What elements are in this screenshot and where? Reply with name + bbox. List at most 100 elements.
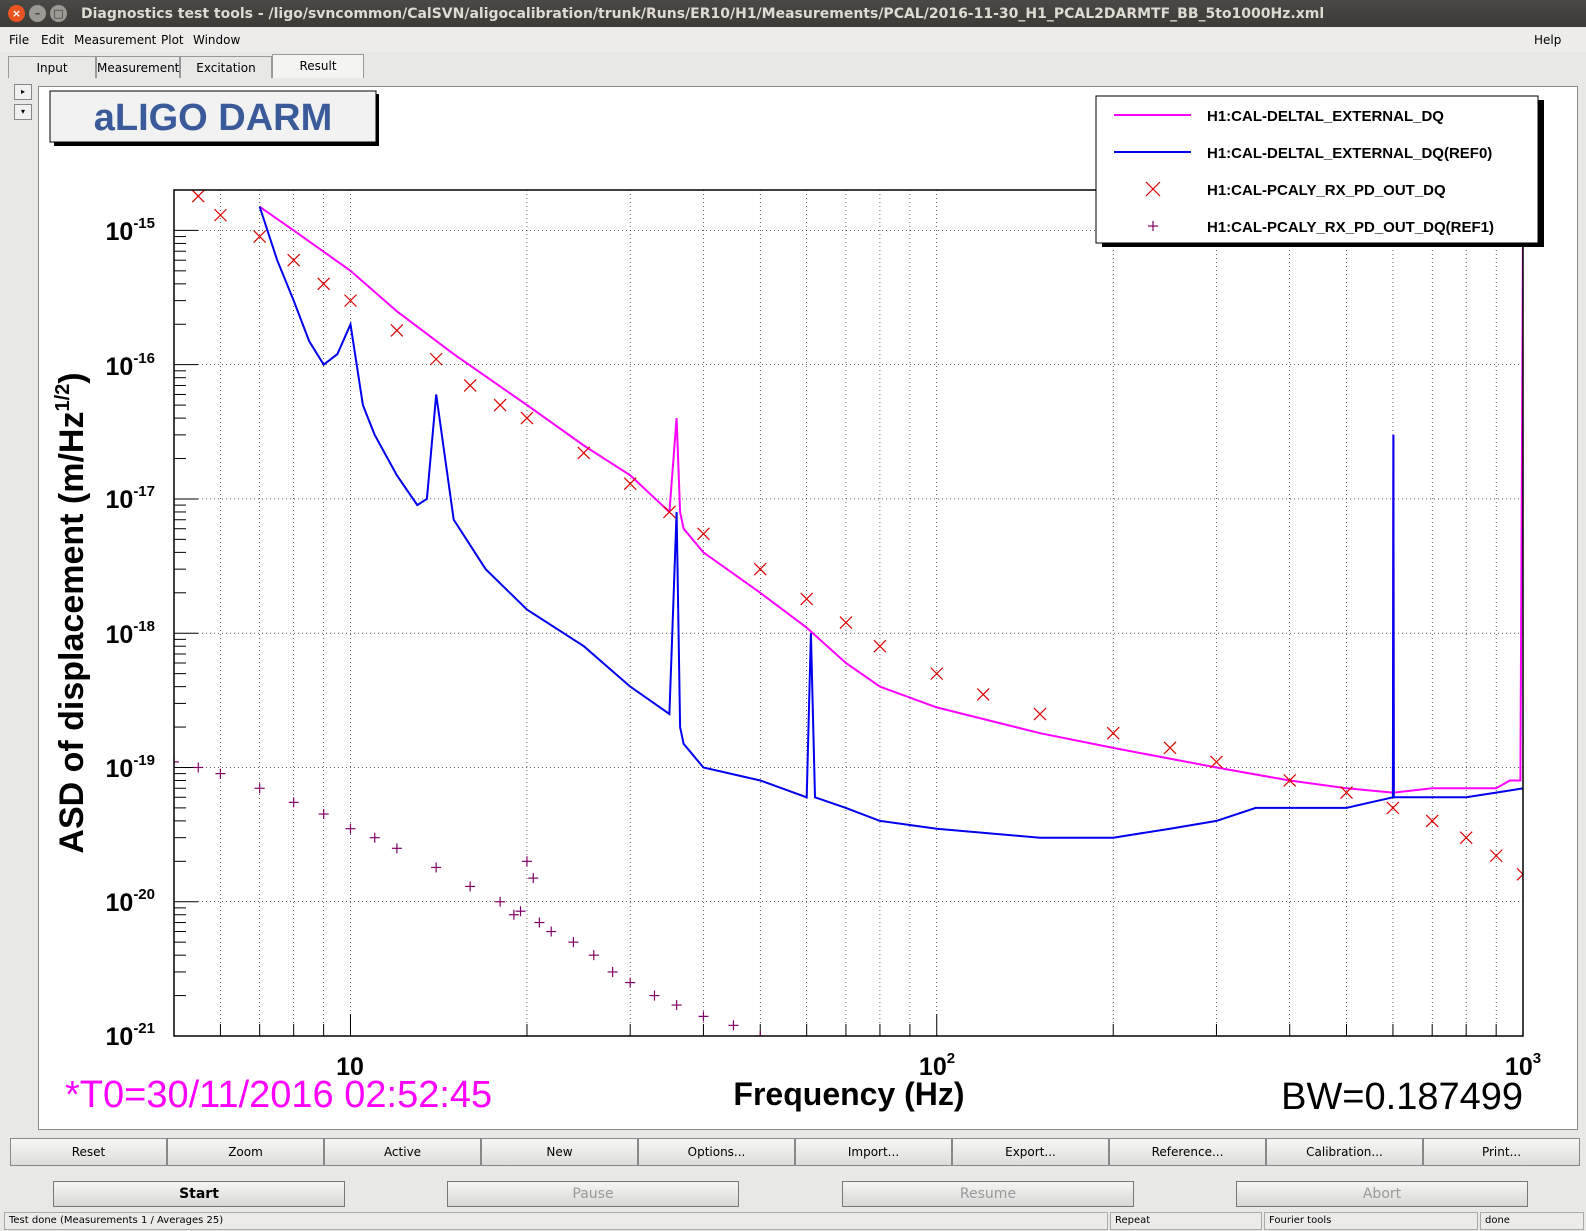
- options-button[interactable]: Options...: [638, 1138, 795, 1166]
- close-icon[interactable]: ×: [8, 5, 25, 22]
- data-point: [1106, 726, 1120, 740]
- data-point: [317, 277, 331, 291]
- tab-excitation[interactable]: Excitation: [180, 56, 272, 78]
- print-button[interactable]: Print...: [1423, 1138, 1580, 1166]
- data-point: [1283, 774, 1297, 787]
- pause-button[interactable]: Pause: [447, 1181, 739, 1207]
- data-point: [369, 832, 380, 843]
- y-tick-label-6: 10-21: [106, 1020, 156, 1051]
- data-point: [623, 477, 637, 491]
- y-tick-label-3: 10-18: [106, 618, 156, 649]
- legend-entry-3: H1:CAL-PCALY_RX_PD_OUT_DQ(REF1): [1148, 219, 1494, 236]
- data-point: [344, 294, 357, 308]
- import-button[interactable]: Import...: [795, 1138, 952, 1166]
- legend-entry-1: H1:CAL-DELTAL_EXTERNAL_DQ(REF0): [1114, 145, 1492, 162]
- data-point: [215, 768, 226, 779]
- y-tick-labels: 10-15 10-16 10-17 10-18 10-19 10-20 10-2…: [106, 215, 156, 1051]
- reference-button[interactable]: Reference...: [1109, 1138, 1266, 1166]
- legend-swatch: [1145, 181, 1161, 197]
- data-point: [493, 398, 507, 412]
- data-point: [254, 783, 265, 794]
- menu-help[interactable]: Help: [1534, 33, 1562, 47]
- plot-panel[interactable]: 10-15 10-16 10-17 10-18 10-19 10-20 10-2…: [38, 86, 1578, 1130]
- data-point: [1340, 786, 1353, 800]
- export-button[interactable]: Export...: [952, 1138, 1109, 1166]
- data-point: [1163, 741, 1177, 755]
- x-tick-label-2: 103: [1505, 1050, 1541, 1081]
- data-point: [288, 797, 299, 808]
- reset-button[interactable]: Reset: [10, 1138, 167, 1166]
- data-point: [318, 809, 329, 820]
- legend-swatch: [1148, 221, 1158, 231]
- data-point: [588, 950, 599, 961]
- new-button[interactable]: New: [481, 1138, 638, 1166]
- menu-bar: File Edit Measurement Plot Window Help: [0, 28, 1586, 52]
- data-point: [174, 756, 179, 767]
- maximize-icon[interactable]: □: [50, 5, 67, 22]
- legend-label: H1:CAL-DELTAL_EXTERNAL_DQ(REF0): [1207, 145, 1492, 162]
- data-point: [528, 873, 539, 884]
- data-point: [839, 616, 853, 630]
- data-point: [546, 926, 557, 937]
- data-point: [1425, 814, 1439, 828]
- data-point: [663, 505, 676, 519]
- data-point: [191, 190, 205, 203]
- data-point: [625, 977, 636, 988]
- asd-chart[interactable]: 10-15 10-16 10-17 10-18 10-19 10-20 10-2…: [39, 87, 1579, 1131]
- data-point: [697, 527, 710, 541]
- menu-measurement[interactable]: Measurement: [74, 33, 157, 47]
- data-point: [607, 966, 618, 977]
- data-point: [1033, 707, 1047, 721]
- tab-measurement[interactable]: Measurement: [96, 56, 180, 78]
- data-point: [800, 592, 814, 606]
- legend-box[interactable]: [1095, 95, 1539, 244]
- calibration-button[interactable]: Calibration...: [1266, 1138, 1423, 1166]
- start-button[interactable]: Start: [53, 1181, 345, 1207]
- t0-label: *T0=30/11/2016 02:52:45: [65, 1074, 492, 1116]
- data-point: [515, 906, 526, 917]
- data-point: [728, 1020, 739, 1031]
- data-point: [1459, 831, 1473, 845]
- abort-button[interactable]: Abort: [1236, 1181, 1528, 1207]
- status-repeat: Repeat: [1110, 1212, 1262, 1230]
- title-box[interactable]: [49, 90, 377, 143]
- data-point: [391, 843, 402, 854]
- data-point: [521, 856, 532, 867]
- grid-lines: [173, 190, 1524, 1037]
- data-point: [1489, 849, 1503, 863]
- y-axis-label: ASD of displacement (m/Hz1/2): [52, 372, 91, 853]
- menu-window[interactable]: Window: [193, 33, 241, 47]
- status-main: Test done (Measurements 1 / Averages 25): [4, 1212, 1108, 1230]
- plot-title: aLIGO DARM: [94, 97, 333, 139]
- data-point: [253, 230, 267, 243]
- zoom-button[interactable]: Zoom: [167, 1138, 324, 1166]
- legend-label: H1:CAL-DELTAL_EXTERNAL_DQ: [1207, 108, 1444, 125]
- y-tick-label-1: 10-16: [106, 350, 156, 381]
- legend-label: H1:CAL-PCALY_RX_PD_OUT_DQ: [1207, 182, 1446, 199]
- menu-edit[interactable]: Edit: [41, 33, 65, 47]
- data-point: [390, 323, 404, 337]
- minimize-icon[interactable]: –: [29, 5, 46, 22]
- data-point: [755, 1031, 766, 1036]
- data-point: [465, 881, 476, 892]
- data-point: [534, 917, 545, 928]
- data-point: [671, 1000, 682, 1011]
- status-state: done: [1480, 1212, 1584, 1230]
- collapse-arrow-icon[interactable]: ▾: [14, 104, 32, 120]
- data-point: [698, 1011, 709, 1022]
- x-tick-label-1: 102: [919, 1050, 955, 1081]
- data-point: [873, 639, 887, 653]
- y-tick-label-5: 10-20: [106, 886, 156, 917]
- menu-plot[interactable]: Plot: [161, 33, 184, 47]
- resume-button[interactable]: Resume: [842, 1181, 1134, 1207]
- active-button[interactable]: Active: [324, 1138, 481, 1166]
- tab-result[interactable]: Result: [272, 54, 364, 78]
- status-tools: Fourier tools: [1264, 1212, 1478, 1230]
- data-point: [520, 411, 534, 425]
- data-point: [577, 446, 591, 460]
- menu-file[interactable]: File: [9, 33, 30, 47]
- tab-input[interactable]: Input: [8, 56, 96, 78]
- data-point: [287, 253, 301, 267]
- expand-arrow-icon[interactable]: ▸: [14, 84, 32, 100]
- legend-entry-2: H1:CAL-PCALY_RX_PD_OUT_DQ: [1145, 181, 1446, 199]
